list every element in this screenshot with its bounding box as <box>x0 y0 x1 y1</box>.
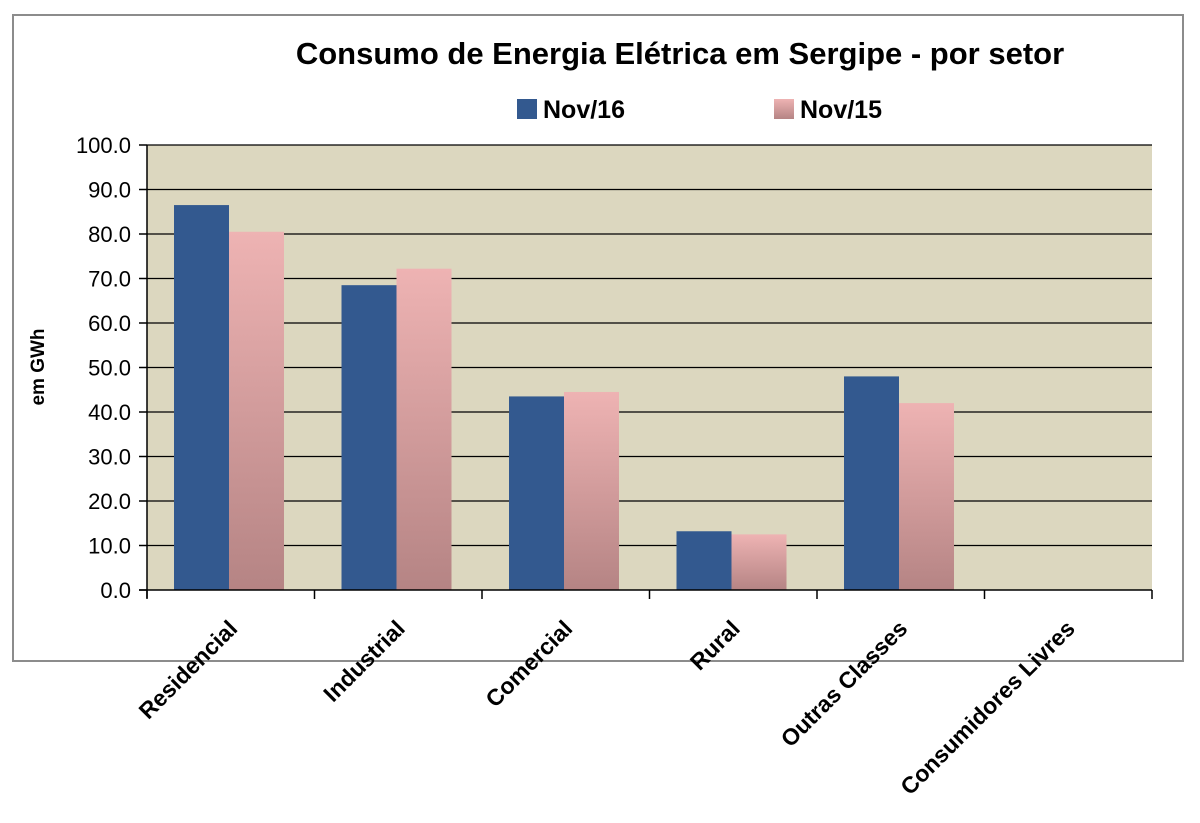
x-tick-label: Industrial <box>318 615 410 707</box>
x-tick-labels: Residencial Industrial Comercial Rural Outra… <box>134 615 1080 800</box>
y-tick-label: 0.0 <box>100 578 131 603</box>
y-axis-label: em GWh <box>28 328 49 405</box>
x-tick-label: Consumidores Livres <box>895 615 1080 800</box>
chart-title: Consumo de Energia Elétrica em Sergipe -… <box>296 36 1064 71</box>
bar-nov16-residencial <box>174 205 229 590</box>
y-tick-label: 50.0 <box>88 356 131 381</box>
bar-nov16-industrial <box>341 285 397 590</box>
x-tick-label: Comercial <box>480 615 577 712</box>
bars <box>174 205 954 590</box>
y-tick-label: 10.0 <box>88 534 131 559</box>
y-tick-label: 30.0 <box>88 445 131 470</box>
x-tick-label: Outras Classes <box>775 615 912 752</box>
y-tick-label: 20.0 <box>88 489 131 514</box>
bar-nov16-rural <box>676 531 732 590</box>
gridlines <box>147 144 1152 547</box>
chart-frame <box>12 14 1184 662</box>
y-tick-labels: 0.0 10.0 20.0 30.0 40.0 50.0 60.0 70.0 80.0 90.0 1… <box>76 133 131 603</box>
y-tick-label: 90.0 <box>88 178 131 203</box>
bar-nov15-industrial <box>396 268 452 590</box>
y-tick-label: 40.0 <box>88 400 131 425</box>
legend-swatch-nov15 <box>774 99 794 119</box>
legend-label-nov16: Nov/16 <box>543 96 625 124</box>
bar-nov16-comercial <box>509 396 564 590</box>
bar-nov15-comercial <box>564 391 619 590</box>
bar-nov15-residencial <box>229 231 284 590</box>
y-tick-label: 100.0 <box>76 133 131 158</box>
legend-label-nov15: Nov/15 <box>800 96 882 124</box>
x-tick-label: Rural <box>685 615 745 675</box>
bar-nov15-rural <box>731 534 787 590</box>
axes <box>139 144 1153 599</box>
legend-swatch-nov16 <box>517 99 537 119</box>
y-tick-label: 70.0 <box>88 267 131 292</box>
legend: Nov/16 Nov/15 <box>517 96 882 124</box>
bar-nov16-outras-classes <box>844 376 899 590</box>
bar-nov15-outras-classes <box>899 403 954 590</box>
y-tick-label: 80.0 <box>88 222 131 247</box>
x-tick-label: Residencial <box>134 615 243 724</box>
y-tick-label: 60.0 <box>88 311 131 336</box>
